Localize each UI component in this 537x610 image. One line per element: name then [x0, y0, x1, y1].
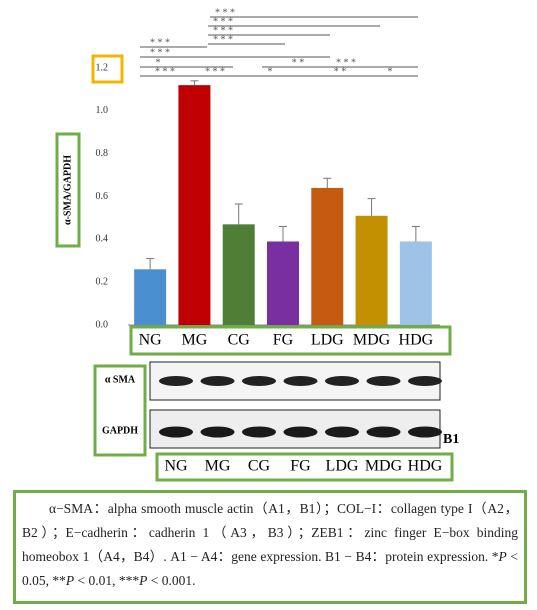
- blot-row-label: α SMA: [105, 374, 136, 385]
- significance-label: *: [268, 66, 273, 77]
- blot-lane-label: NG: [164, 458, 188, 475]
- y-tick-label: 0.8: [96, 148, 109, 159]
- blot-band: [367, 427, 401, 438]
- y-axis-label: α-SMA/GAPDH: [62, 155, 73, 225]
- blot-lane-label: MG: [205, 458, 231, 475]
- bar: [311, 188, 343, 325]
- blot-band: [325, 376, 359, 386]
- blot-band: [242, 376, 276, 386]
- page: α-SMA/GAPDH 0.0 0.2 0.4 0.6 0.8 1.0 1.2 NG NG MG M…: [0, 0, 537, 610]
- blot-band: [159, 376, 193, 386]
- y-tick-label: 0.0: [96, 319, 109, 330]
- y-tick-label: 0.2: [96, 276, 109, 287]
- caption-text: α−SMA：alpha smooth muscle actin（A1，B1）；C…: [22, 501, 518, 564]
- caption-text: P: [66, 573, 74, 588]
- bar: [267, 241, 299, 325]
- chart: α-SMA/GAPDH 0.0 0.2 0.4 0.6 0.8 1.0 1.2 NG NG MG M…: [0, 0, 537, 490]
- x-tick-label: NG: [139, 332, 163, 349]
- significance-label: * * *: [155, 66, 175, 77]
- significance-label: * * *: [213, 34, 233, 45]
- x-tick-label: FG: [273, 332, 294, 349]
- caption-text: < 0.01, ***: [74, 573, 139, 588]
- caption-text: < 0.001.: [147, 573, 195, 588]
- blot-band: [201, 427, 235, 438]
- x-tick-label: HDG: [399, 332, 434, 349]
- caption: α−SMA：alpha smooth muscle actin（A1，B1）；C…: [13, 490, 527, 604]
- blot-row-label: GAPDH: [102, 425, 138, 436]
- y-tick-label: 0.4: [96, 234, 109, 245]
- bar: [223, 224, 255, 325]
- bar: [356, 216, 388, 325]
- blot-band: [325, 427, 359, 438]
- blot-lane-label: CG: [248, 458, 271, 475]
- bar: [134, 269, 166, 325]
- y-tick-label: 1.0: [96, 105, 109, 116]
- blot-band: [284, 427, 318, 438]
- y-tick-label: 0.6: [96, 191, 109, 202]
- bar: [178, 85, 210, 325]
- blot-band: [242, 427, 276, 438]
- x-tick-label: MDG: [353, 332, 391, 349]
- y-tick-label: 1.2: [96, 62, 109, 73]
- significance-label: * *: [334, 66, 347, 77]
- blot-band: [284, 376, 318, 386]
- blot-band: [408, 376, 442, 386]
- blot-band: [201, 376, 235, 386]
- x-tick-label: MG: [182, 332, 208, 349]
- caption-text: P: [499, 549, 507, 564]
- bar: [400, 241, 432, 325]
- significance-label: * *: [292, 57, 305, 68]
- blot-band: [159, 427, 193, 438]
- blot-band: [408, 427, 442, 438]
- panel-label: B1: [443, 432, 459, 447]
- blot-lane-label: MDG: [365, 458, 403, 475]
- blot-lane-label: FG: [290, 458, 311, 475]
- significance-label: * * *: [205, 66, 225, 77]
- blot-lane-label: LDG: [326, 458, 359, 475]
- blot-lane-label: HDG: [408, 458, 443, 475]
- x-tick-label: LDG: [311, 332, 344, 349]
- significance-label: *: [388, 66, 393, 77]
- x-tick-label: CG: [228, 332, 251, 349]
- blot-band: [367, 376, 401, 386]
